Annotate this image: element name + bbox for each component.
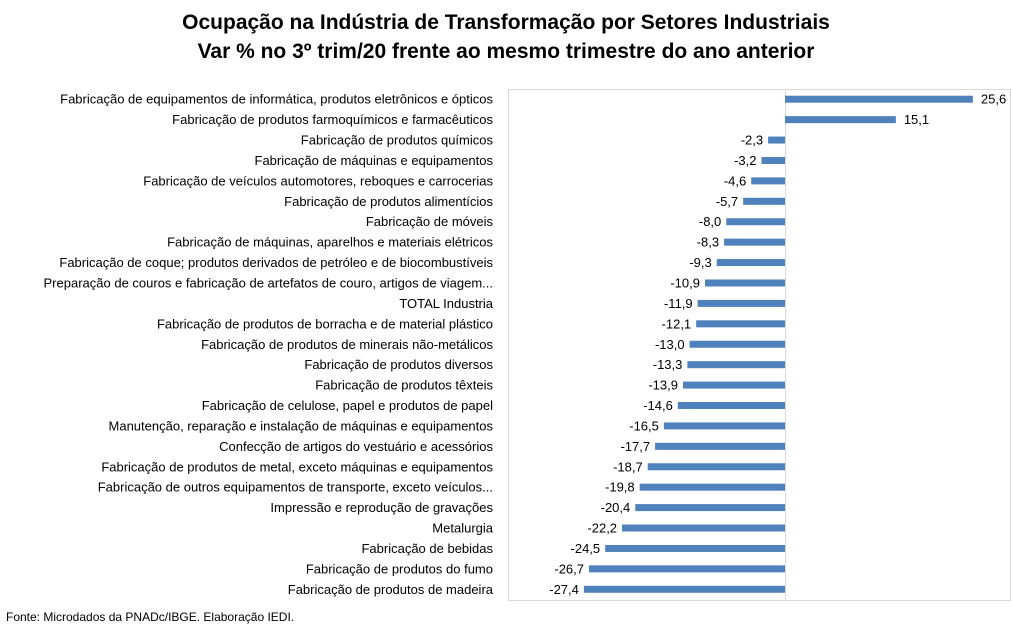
- bar: [704, 279, 785, 287]
- category-label: Fabricação de equipamentos de informátic…: [60, 92, 493, 107]
- data-label: -13,0: [655, 337, 685, 352]
- data-label: -13,9: [648, 378, 678, 393]
- category-label: Fabricação de máquinas, aparelhos e mate…: [167, 235, 493, 250]
- bar: [751, 177, 785, 185]
- category-label: Fabricação de produtos químicos: [301, 133, 494, 148]
- bar: [697, 299, 785, 307]
- data-label: -16,5: [629, 418, 659, 433]
- data-label: -5,7: [716, 194, 738, 209]
- category-label: Manutenção, reparação e instalação de má…: [109, 418, 494, 433]
- data-label: -10,9: [670, 275, 700, 290]
- bar: [677, 402, 785, 410]
- data-label: -17,7: [620, 439, 650, 454]
- data-label: -22,2: [587, 521, 617, 536]
- data-label: 25,6: [981, 92, 1006, 107]
- data-label: -19,8: [605, 480, 635, 495]
- bar: [647, 463, 785, 471]
- plot-frame: [508, 89, 1011, 601]
- bar: [689, 340, 785, 348]
- data-label: -9,3: [689, 255, 711, 270]
- bar: [687, 361, 785, 369]
- bar: [761, 156, 785, 164]
- data-label: -8,0: [699, 214, 721, 229]
- data-label: -2,3: [741, 133, 763, 148]
- category-label: Fabricação de produtos alimentícios: [284, 194, 493, 209]
- chart-title-block: Ocupação na Indústria de Transformação p…: [0, 8, 1012, 66]
- data-label: -20,4: [601, 500, 631, 515]
- category-label: Fabricação de bebidas: [361, 541, 493, 556]
- bar: [785, 116, 896, 124]
- category-label: Fabricação de produtos de minerais não-m…: [201, 337, 493, 352]
- bar: [635, 504, 785, 512]
- bar: [726, 218, 785, 226]
- data-label: -11,9: [664, 296, 693, 311]
- data-label: -26,7: [554, 561, 584, 576]
- data-label: -14,6: [643, 398, 673, 413]
- category-label: Impressão e reprodução de gravações: [270, 500, 493, 515]
- bar: [768, 136, 785, 144]
- data-label: -12,1: [662, 316, 692, 331]
- data-label: -18,7: [613, 459, 643, 474]
- category-label: TOTAL Industria: [399, 296, 493, 311]
- category-label: Fabricação de produtos de madeira: [288, 582, 494, 597]
- bar: [696, 320, 785, 328]
- bar: [589, 565, 785, 573]
- category-label: Fabricação de outros equipamentos de tra…: [98, 480, 493, 495]
- bar: [682, 381, 785, 389]
- category-label: Fabricação de produtos de metal, exceto …: [101, 459, 493, 474]
- category-label: Confecção de artigos do vestuário e aces…: [219, 439, 493, 454]
- category-label: Fabricação de produtos têxteis: [315, 378, 493, 393]
- data-label: -24,5: [571, 541, 601, 556]
- category-label: Fabricação de produtos farmoquímicos e f…: [172, 112, 493, 127]
- category-label: Fabricação de produtos do fumo: [306, 561, 493, 576]
- category-label: Metalurgia: [432, 521, 493, 536]
- data-label: -13,3: [653, 357, 683, 372]
- bar: [724, 238, 785, 246]
- bar: [583, 585, 785, 593]
- bar: [605, 544, 785, 552]
- data-label: -27,4: [549, 582, 579, 597]
- category-label: Fabricação de produtos diversos: [304, 357, 493, 372]
- data-label: 15,1: [904, 112, 929, 127]
- bar: [743, 197, 785, 205]
- bar: [716, 259, 785, 267]
- plot-area: Fabricação de equipamentos de informátic…: [44, 89, 1011, 601]
- category-label: Fabricação de máquinas e equipamentos: [255, 153, 494, 168]
- category-label: Fabricação de móveis: [366, 214, 494, 229]
- category-label: Fabricação de produtos de borracha e de …: [157, 316, 493, 331]
- category-label: Preparação de couros e fabricação de art…: [44, 275, 493, 290]
- bar: [639, 483, 785, 491]
- data-label: -8,3: [697, 235, 719, 250]
- chart-subtitle: Var % no 3º trim/20 frente ao mesmo trim…: [197, 40, 815, 63]
- data-label: -3,2: [734, 153, 756, 168]
- category-label: Fabricação de celulose, papel e produtos…: [202, 398, 493, 413]
- bar: [663, 422, 785, 430]
- bar: [655, 442, 785, 450]
- category-label: Fabricação de veículos automotores, rebo…: [143, 173, 493, 188]
- data-label: -4,6: [724, 173, 746, 188]
- bar: [622, 524, 785, 532]
- bar: [785, 95, 973, 103]
- category-label: Fabricação de coque; produtos derivados …: [59, 255, 493, 270]
- source-note: Fonte: Microdados da PNADc/IBGE. Elabora…: [6, 610, 295, 624]
- chart-title: Ocupação na Indústria de Transformação p…: [182, 11, 830, 34]
